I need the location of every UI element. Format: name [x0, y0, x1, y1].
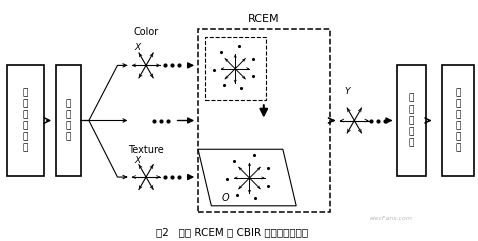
Text: 载
入
输
入
图
像: 载 入 输 入 图 像	[23, 88, 28, 153]
FancyBboxPatch shape	[442, 65, 475, 176]
FancyBboxPatch shape	[7, 65, 44, 176]
Text: RCEM: RCEM	[248, 14, 280, 24]
Text: elecFans.com: elecFans.com	[370, 216, 413, 221]
Text: $X$: $X$	[133, 40, 142, 52]
FancyBboxPatch shape	[198, 29, 329, 212]
Text: 特
征
提
取: 特 征 提 取	[65, 99, 71, 142]
Polygon shape	[198, 149, 296, 206]
FancyBboxPatch shape	[397, 65, 426, 176]
Text: Color: Color	[133, 27, 159, 37]
FancyBboxPatch shape	[205, 37, 266, 100]
Text: Texture: Texture	[128, 145, 164, 155]
Text: 相
似
度
对
比: 相 似 度 对 比	[409, 94, 414, 147]
Text: 图
像
检
索
结
果: 图 像 检 索 结 果	[456, 88, 461, 153]
Text: $Y$: $Y$	[344, 85, 352, 96]
Text: 图2   基于 RCEM 的 CBIR 系统的工作流程: 图2 基于 RCEM 的 CBIR 系统的工作流程	[156, 227, 308, 237]
Text: $O$: $O$	[221, 191, 230, 203]
FancyBboxPatch shape	[56, 65, 81, 176]
Text: $X$: $X$	[133, 154, 142, 165]
